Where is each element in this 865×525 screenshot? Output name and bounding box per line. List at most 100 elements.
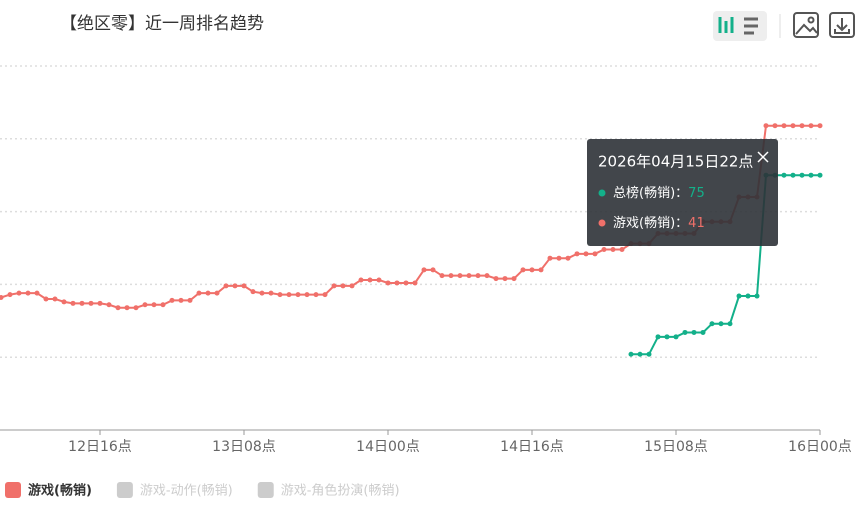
point	[664, 334, 670, 340]
point	[61, 299, 67, 305]
point	[430, 267, 436, 273]
point	[394, 280, 400, 286]
point	[133, 305, 139, 311]
tooltip-title: 2026年04月15日22点	[598, 153, 753, 171]
point	[385, 280, 391, 286]
point	[646, 351, 652, 357]
point	[97, 300, 103, 306]
legend-label: 游戏-动作(畅销)	[140, 484, 233, 499]
point	[124, 305, 130, 311]
point	[187, 297, 193, 303]
point	[790, 172, 796, 178]
point	[709, 321, 715, 327]
x-tick-label: 12日16点	[68, 439, 132, 455]
download-icon[interactable]	[829, 12, 855, 38]
x-tick-label: 14日00点	[356, 439, 420, 455]
bar-icon[interactable]	[718, 17, 734, 33]
point	[610, 246, 616, 252]
legend-swatch	[5, 482, 21, 498]
point	[448, 273, 454, 279]
tooltip-series-name: 游戏(畅销)	[613, 216, 675, 231]
point	[421, 267, 427, 273]
point	[7, 292, 13, 298]
point	[178, 297, 184, 303]
point	[817, 123, 823, 129]
point	[403, 280, 409, 286]
point	[115, 305, 121, 311]
point	[151, 302, 157, 308]
point	[808, 123, 814, 129]
point	[142, 302, 148, 308]
point	[700, 329, 706, 335]
point	[376, 277, 382, 283]
point	[358, 277, 364, 283]
tooltip-close[interactable]	[757, 151, 769, 163]
point	[583, 251, 589, 257]
point	[691, 329, 697, 335]
point	[763, 123, 769, 129]
point	[241, 283, 247, 289]
point	[475, 273, 481, 279]
point	[655, 334, 661, 340]
toolbar	[713, 11, 855, 41]
legend-label: 游戏-角色扮演(畅销)	[281, 483, 400, 499]
point	[304, 292, 310, 298]
point	[88, 300, 94, 306]
list-icon[interactable]	[744, 17, 758, 35]
legend: 游戏(畅销) 游戏-动作(畅销) 游戏-角色扮演(畅销)	[5, 482, 400, 499]
line	[631, 174, 820, 356]
point	[16, 290, 22, 296]
point	[196, 290, 202, 296]
point	[637, 351, 643, 357]
tooltip-entry: 游戏(畅销)：41	[613, 216, 705, 231]
point	[565, 255, 571, 261]
tooltip-dot	[598, 189, 606, 197]
tooltip-separator: ：	[675, 186, 688, 201]
point	[412, 280, 418, 286]
point	[322, 292, 328, 298]
point	[286, 292, 292, 298]
point	[0, 295, 4, 301]
image-icon[interactable]	[793, 12, 819, 38]
point	[223, 283, 229, 289]
point	[574, 251, 580, 257]
tooltip-box	[587, 139, 778, 246]
point	[250, 289, 256, 295]
point	[169, 297, 175, 303]
point	[439, 273, 445, 279]
point	[484, 273, 490, 279]
point	[601, 246, 607, 252]
point	[295, 292, 301, 298]
chart-title: 【绝区零】近一周排名趋势	[60, 14, 264, 34]
tooltip-dot	[598, 219, 606, 227]
point	[70, 300, 76, 306]
point	[736, 293, 742, 299]
point	[160, 302, 166, 308]
point	[538, 267, 544, 273]
point	[313, 292, 319, 298]
tooltip-value: 41	[688, 216, 705, 231]
point	[331, 283, 337, 289]
point	[682, 329, 688, 335]
point	[493, 276, 499, 282]
point	[808, 172, 814, 178]
point	[106, 302, 112, 308]
point	[34, 290, 40, 296]
point	[619, 246, 625, 252]
point	[214, 290, 220, 296]
tooltip-entry: 总榜(畅销)：75	[613, 185, 705, 201]
x-tick-label: 13日08点	[212, 439, 276, 455]
point	[79, 300, 85, 306]
point	[718, 321, 724, 327]
tooltip-separator: ：	[675, 216, 688, 231]
point	[817, 172, 823, 178]
point	[745, 293, 751, 299]
point	[466, 273, 472, 279]
point	[457, 273, 463, 279]
tooltip: 2026年04月15日22点 总榜(畅销)：75 游戏(畅销)：41	[587, 139, 778, 246]
point	[754, 293, 760, 299]
tooltip-value: 75	[688, 186, 705, 201]
legend-label: 游戏(畅销)	[28, 483, 92, 499]
point	[502, 276, 508, 282]
